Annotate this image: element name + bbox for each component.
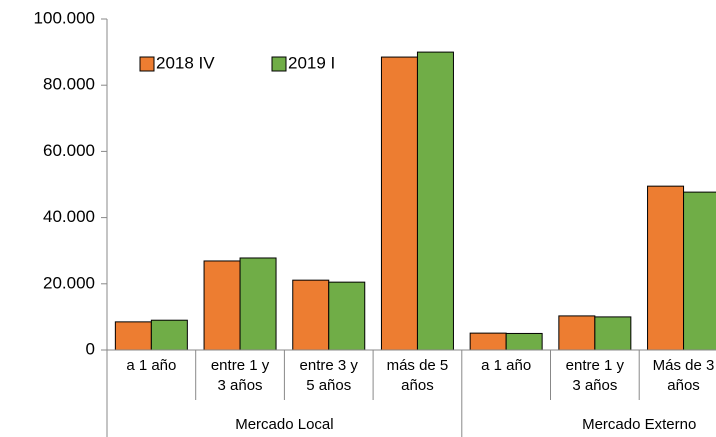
x-tick-label: Más de 3 años	[652, 357, 715, 394]
bar	[469, 332, 507, 351]
x-tick-label: más de 5 años	[386, 357, 449, 394]
y-tick-label: 20.000	[43, 273, 95, 292]
y-tick-label: 0	[86, 339, 95, 358]
bar	[647, 185, 685, 351]
x-tick-label: entre 1 y 3 años	[210, 357, 270, 394]
bar	[239, 257, 277, 351]
bar	[594, 316, 632, 351]
bar	[380, 56, 418, 351]
bar	[292, 279, 330, 351]
bar	[416, 51, 454, 351]
bar	[558, 315, 596, 351]
legend-swatch	[139, 56, 155, 72]
bar	[683, 191, 716, 351]
y-tick-label: 100.000	[34, 8, 95, 27]
y-tick-label: 40.000	[43, 207, 95, 226]
y-tick-label: 60.000	[43, 141, 95, 160]
bar	[114, 321, 152, 351]
y-tick-label: 80.000	[43, 75, 95, 94]
x-tick-label: entre 1 y 3 años	[565, 357, 625, 394]
x-tick-label: a 1 año	[481, 357, 532, 374]
bar	[203, 260, 241, 351]
legend-swatch	[271, 56, 287, 72]
x-tick-label: entre 3 y 5 años	[299, 357, 358, 394]
x-tick-label: a 1 año	[126, 357, 177, 374]
bar	[505, 332, 543, 351]
group-label: Mercado Local	[235, 416, 334, 433]
legend-label: 2018 IV	[156, 53, 215, 72]
group-label: Mercado Externo	[582, 416, 697, 433]
bar	[150, 319, 188, 351]
legend-label: 2019 I	[288, 53, 335, 72]
bar	[328, 281, 366, 351]
